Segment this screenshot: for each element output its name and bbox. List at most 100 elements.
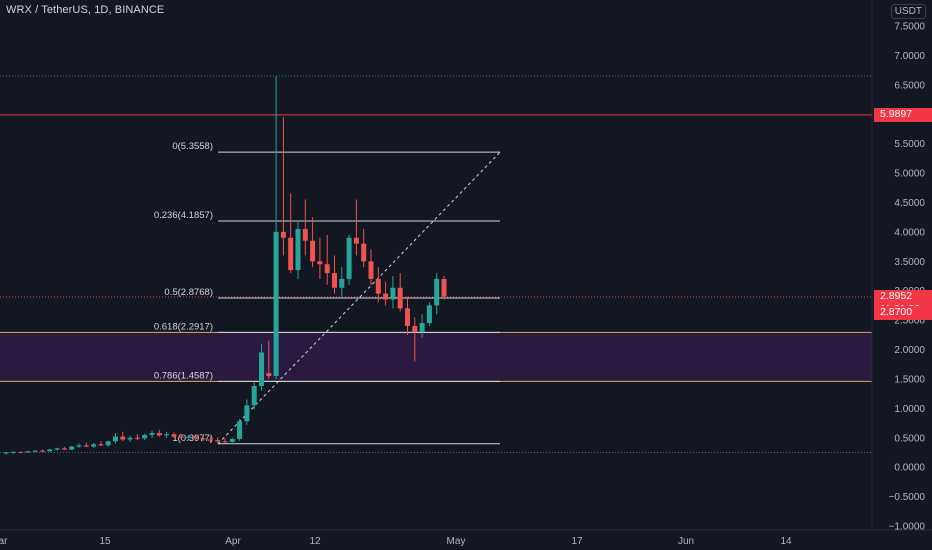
- candle-body: [244, 405, 250, 422]
- candle-15: [113, 433, 118, 444]
- candle-body: [419, 323, 425, 332]
- time-tick-label: ar: [0, 536, 8, 547]
- candle-body: [47, 449, 53, 452]
- candle-body: [18, 451, 24, 453]
- candle-body: [134, 437, 140, 439]
- candle-38: [280, 117, 286, 256]
- candle-19: [142, 433, 148, 441]
- candle-6: [47, 448, 53, 452]
- candle-7: [54, 447, 60, 451]
- candle-27: [200, 436, 206, 442]
- candle-43: [317, 237, 323, 279]
- candle-49: [361, 228, 367, 268]
- price-tick-label: 3.5000: [894, 257, 925, 268]
- candle-55: [405, 296, 410, 335]
- candle-body: [302, 228, 308, 241]
- candle-body: [156, 433, 162, 436]
- candle-60: [441, 276, 447, 300]
- fib-trend-line: [217, 151, 501, 445]
- candle-body: [40, 450, 45, 452]
- candle-body: [127, 437, 133, 440]
- candle-32: [237, 418, 243, 441]
- candle-51: [375, 267, 381, 303]
- time-tick-label: Apr: [225, 536, 241, 547]
- time-tick-label: May: [447, 536, 466, 547]
- previous-close-badge: 2.8700: [874, 306, 932, 321]
- candle-body: [434, 278, 440, 306]
- price-tick-label: 0.5000: [894, 433, 925, 444]
- candle-4: [32, 450, 38, 453]
- candle-body: [222, 441, 228, 443]
- candle-11: [83, 442, 89, 448]
- candle-17: [127, 435, 133, 442]
- candle-body: [229, 438, 235, 442]
- candle-body: [332, 273, 337, 288]
- symbol-title: WRX / TetherUS, 1D, BINANCE: [6, 4, 165, 16]
- candle-body: [273, 231, 279, 376]
- price-tick-label: −1.0000: [889, 522, 926, 533]
- candle-body: [397, 287, 403, 309]
- candle-31: [229, 437, 235, 445]
- fib-label-2: 0.5(2.8768): [164, 287, 213, 298]
- time-tick-label: 12: [309, 536, 321, 547]
- candle-12: [91, 443, 97, 448]
- price-tick-label: 0.0000: [894, 463, 925, 474]
- candle-body: [339, 278, 345, 288]
- price-tick-label: 2.0000: [894, 345, 925, 356]
- candle-body: [259, 352, 264, 386]
- candle-3: [25, 450, 31, 454]
- candle-33: [244, 399, 250, 425]
- candle-body: [266, 373, 272, 376]
- resistance-price-badge: 5.9897: [874, 107, 932, 122]
- candle-body: [142, 434, 148, 439]
- candle-body: [83, 445, 89, 447]
- candle-26: [193, 434, 199, 440]
- candle-body: [91, 444, 97, 447]
- candle-41: [302, 199, 308, 256]
- candle-body: [426, 305, 432, 324]
- candle-29: [215, 437, 221, 444]
- candle-body: [186, 436, 191, 438]
- candle-42: [310, 217, 316, 268]
- candle-body: [207, 439, 213, 441]
- candle-body: [105, 441, 111, 446]
- candle-body: [120, 436, 126, 440]
- candle-body: [3, 452, 9, 454]
- candle-58: [426, 302, 432, 326]
- price-tick-label: 5.0000: [894, 169, 925, 180]
- candle-8: [61, 446, 67, 451]
- candle-body: [61, 448, 67, 450]
- candle-40: [295, 220, 301, 279]
- fib-label-3: 0.618(2.2917): [154, 321, 213, 332]
- candle-body: [149, 433, 155, 435]
- candle-body: [251, 386, 257, 406]
- price-tick-label: 5.5000: [894, 139, 925, 150]
- candle-37: [273, 76, 279, 379]
- candle-47: [346, 234, 352, 285]
- candle-2: [18, 451, 24, 454]
- candle-45: [332, 255, 337, 294]
- candle-52: [383, 281, 389, 306]
- candle-body: [441, 278, 447, 297]
- price-tick-label: 1.5000: [894, 374, 925, 385]
- fib-label-5: 1(0.3977): [172, 433, 213, 444]
- candle-body: [317, 261, 323, 265]
- candle-50: [368, 249, 374, 285]
- fib-label-0: 0(5.3558): [172, 141, 213, 152]
- candle-22: [164, 431, 170, 438]
- price-tick-label: 6.5000: [894, 80, 925, 91]
- candle-body: [405, 308, 410, 326]
- price-tick-label: 7.0000: [894, 51, 925, 62]
- candle-body: [54, 448, 60, 450]
- candle-body: [98, 444, 104, 446]
- candle-46: [339, 267, 345, 297]
- candle-56: [412, 317, 418, 362]
- candle-body: [295, 228, 301, 271]
- candle-body: [346, 237, 352, 279]
- highlight-zone: [0, 332, 872, 382]
- candle-body: [375, 278, 381, 294]
- candle-23: [171, 432, 177, 438]
- candle-34: [251, 381, 257, 410]
- currency-button[interactable]: USDT: [890, 4, 926, 19]
